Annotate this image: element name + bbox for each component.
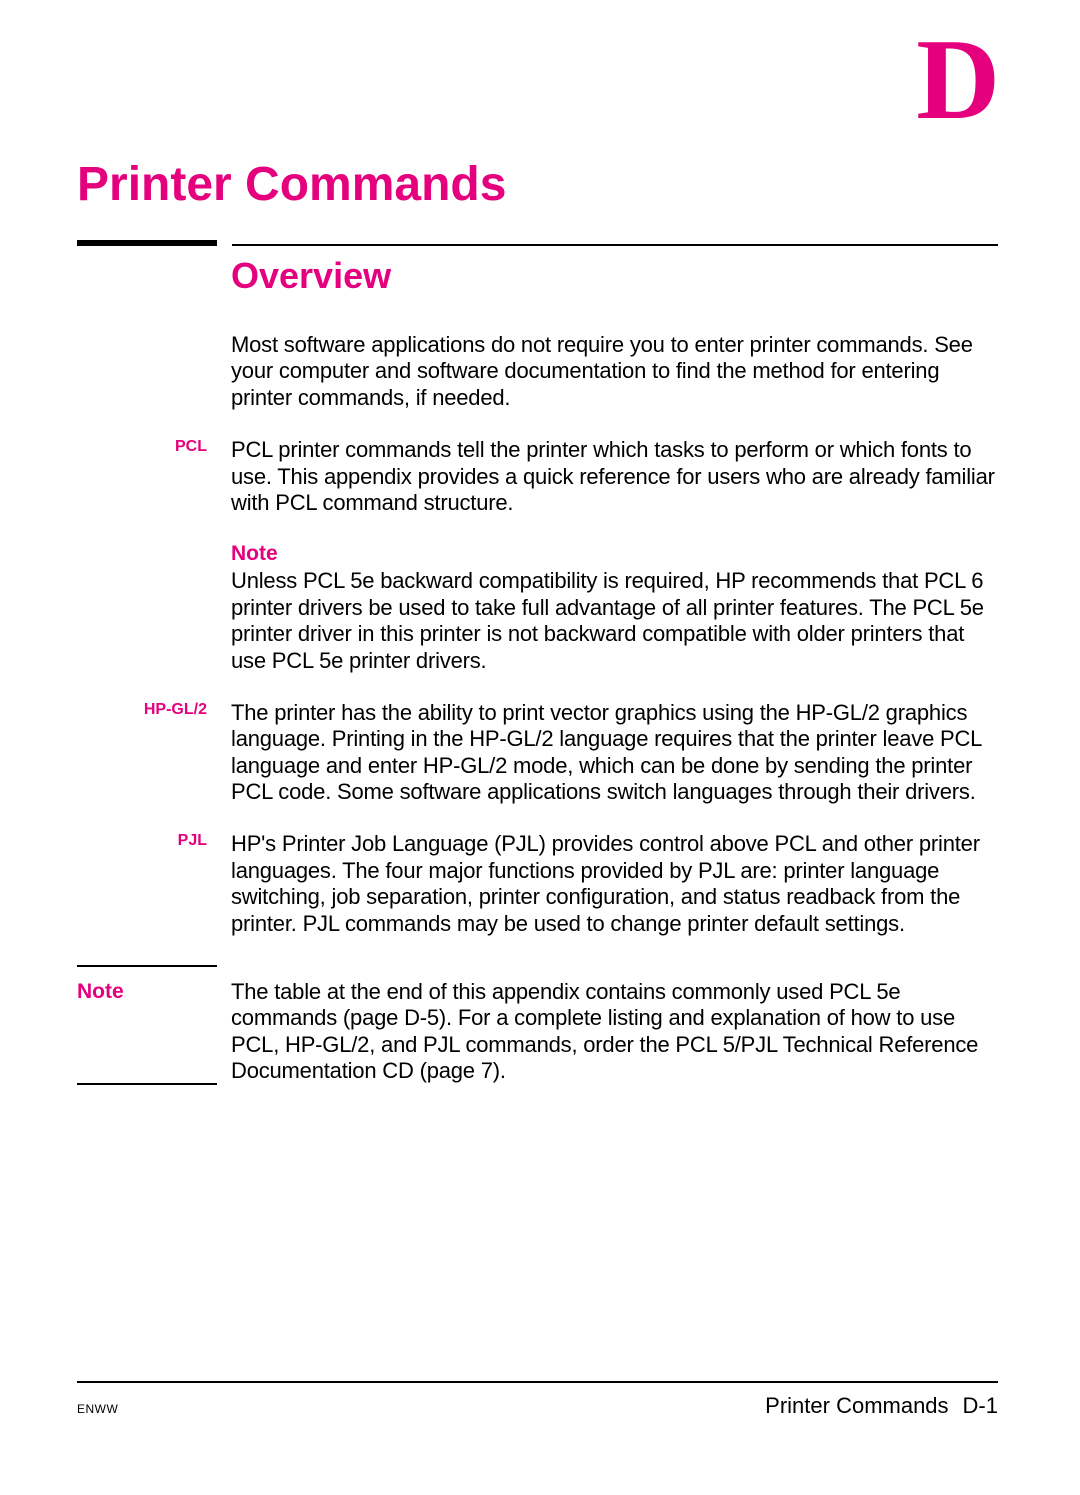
- footer-right: Printer Commands D-1: [765, 1393, 998, 1419]
- pcl-row: PCL PCL printer commands tell the printe…: [77, 437, 998, 516]
- note-mid-paragraph: Unless PCL 5e backward compatibility is …: [231, 568, 998, 674]
- page-footer: ENWW Printer Commands D-1: [77, 1381, 998, 1419]
- rule-right: [232, 244, 998, 246]
- hpgl2-label: HP-GL/2: [144, 701, 207, 718]
- appendix-letter: D: [916, 14, 998, 147]
- intro-paragraph: Most software applications do not requir…: [231, 332, 998, 411]
- note-mid-head: Note: [231, 542, 998, 566]
- hpgl2-paragraph: The printer has the ability to print vec…: [231, 700, 998, 806]
- note-mid-row: Note Unless PCL 5e backward compatibilit…: [77, 542, 998, 674]
- footer-title: Printer Commands: [765, 1393, 948, 1418]
- note-mid-side: [77, 542, 231, 674]
- footer-left: ENWW: [77, 1402, 118, 1416]
- section-title: Overview: [231, 255, 391, 297]
- note-rule-top: [77, 965, 217, 967]
- body-area: Most software applications do not requir…: [77, 332, 998, 1111]
- note-bottom-side: Note: [77, 979, 231, 1085]
- pjl-row: PJL HP's Printer Job Language (PJL) prov…: [77, 831, 998, 937]
- pcl-label: PCL: [175, 438, 207, 455]
- pjl-label: PJL: [178, 832, 207, 849]
- rule-left: [77, 240, 217, 246]
- note-bottom-label: Note: [77, 980, 124, 1003]
- hpgl2-row: HP-GL/2 The printer has the ability to p…: [77, 700, 998, 806]
- note-mid-content: Note Unless PCL 5e backward compatibilit…: [231, 542, 998, 674]
- pjl-side: PJL: [77, 831, 231, 937]
- chapter-title: Printer Commands: [77, 157, 506, 212]
- hpgl2-side: HP-GL/2: [77, 700, 231, 806]
- pcl-paragraph: PCL printer commands tell the printer wh…: [231, 437, 998, 516]
- pjl-paragraph: HP's Printer Job Language (PJL) provides…: [231, 831, 998, 937]
- footer-page: D-1: [963, 1393, 998, 1418]
- pcl-side: PCL: [77, 437, 231, 516]
- intro-side: [77, 332, 231, 411]
- note-bottom-paragraph: The table at the end of this appendix co…: [231, 979, 998, 1085]
- note-bottom-row: Note The table at the end of this append…: [77, 979, 998, 1085]
- intro-row: Most software applications do not requir…: [77, 332, 998, 411]
